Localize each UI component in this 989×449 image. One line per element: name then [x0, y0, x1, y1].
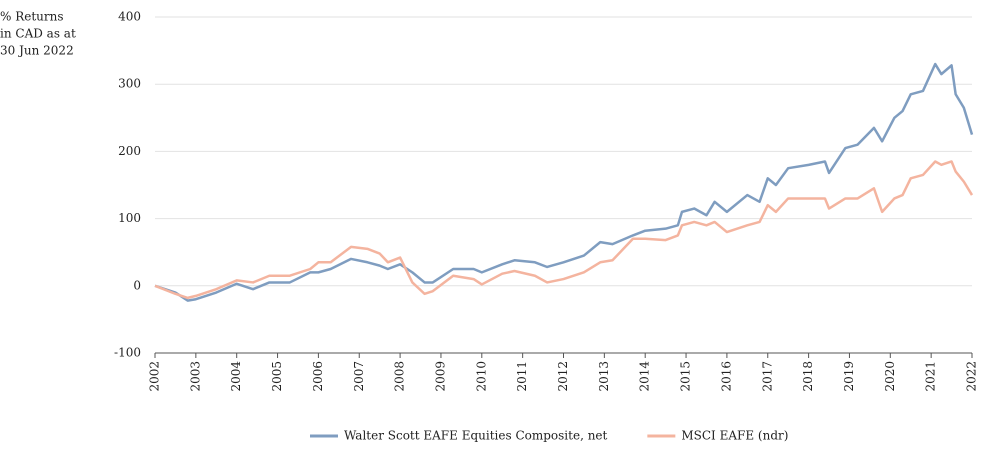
y-tick-label: 0 — [133, 278, 141, 292]
y-tick-label: 200 — [118, 144, 141, 158]
legend-label: MSCI EAFE (ndr) — [681, 429, 788, 443]
y-axis-label: 30 Jun 2022 — [0, 44, 74, 58]
y-axis-label: % Returns — [0, 10, 64, 24]
x-tick-label: 2013 — [597, 361, 611, 392]
x-tick-label: 2018 — [801, 361, 815, 392]
x-tick-label: 2009 — [433, 361, 447, 392]
legend-label: Walter Scott EAFE Equities Composite, ne… — [344, 429, 608, 443]
x-tick-label: 2017 — [760, 361, 774, 392]
x-tick-label: 2006 — [311, 361, 325, 392]
x-tick-label: 2012 — [556, 361, 570, 392]
x-tick-label: 2003 — [188, 361, 202, 392]
series-line — [154, 62, 974, 302]
x-tick-label: 2004 — [229, 361, 243, 392]
y-tick-label: 100 — [118, 211, 141, 225]
y-tick-label: -100 — [114, 346, 141, 360]
x-tick-label: 2005 — [270, 361, 284, 392]
x-tick-label: 2016 — [719, 361, 733, 392]
x-tick-label: 2010 — [474, 361, 488, 392]
x-tick-label: 2015 — [679, 361, 693, 392]
x-tick-label: 2020 — [883, 361, 897, 392]
x-tick-label: 2014 — [638, 361, 652, 392]
x-tick-label: 2022 — [965, 361, 979, 392]
x-tick-label: 2007 — [352, 361, 366, 392]
series-line — [154, 160, 974, 300]
x-tick-label: 2008 — [393, 361, 407, 392]
y-tick-label: 400 — [118, 10, 141, 24]
x-tick-label: 2019 — [842, 361, 856, 392]
y-tick-label: 300 — [118, 77, 141, 91]
x-tick-label: 2011 — [515, 361, 529, 392]
x-tick-label: 2002 — [148, 361, 162, 392]
y-axis-label: in CAD as at — [0, 27, 76, 41]
x-tick-label: 2021 — [924, 361, 938, 392]
